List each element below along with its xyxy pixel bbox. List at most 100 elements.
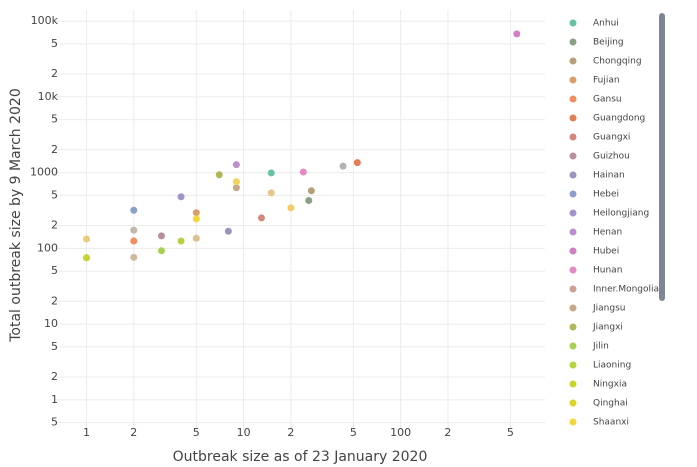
point [224, 227, 232, 235]
point [267, 169, 275, 177]
legend-label: Heilongjiang [593, 209, 649, 219]
y-tick-label: 1 [51, 393, 58, 406]
legend-label: Jiangsu [592, 304, 625, 314]
point [130, 237, 138, 245]
legend-marker [569, 95, 577, 103]
y-tick-label: 2 [51, 370, 58, 383]
legend-marker [569, 19, 577, 27]
legend-marker [569, 361, 577, 369]
legend-marker [569, 228, 577, 236]
y-tick-label: 2 [51, 294, 58, 307]
x-tick-label: 5 [193, 426, 200, 439]
point [232, 178, 240, 186]
legend-label: Inner.Mongolia [593, 285, 659, 295]
legend-marker [569, 38, 577, 46]
legend-marker [569, 171, 577, 179]
y-tick-label: 2 [51, 219, 58, 232]
x-tick-label: 10 [237, 426, 251, 439]
legend-label: Ningxia [593, 380, 627, 390]
point [287, 204, 295, 212]
point [192, 234, 200, 242]
point [339, 162, 347, 170]
point [232, 161, 240, 169]
legend-label: Anhui [593, 19, 619, 29]
legend-marker [569, 76, 577, 84]
point [83, 254, 91, 262]
x-tick-label: 5 [507, 426, 514, 439]
legend-label: Chongqing [593, 57, 642, 67]
point [130, 253, 138, 261]
legend-marker [569, 323, 577, 331]
legend-marker [569, 380, 577, 388]
x-tick-label: 5 [350, 426, 357, 439]
legend-label: Liaoning [593, 361, 631, 371]
x-tick-label: 1 [83, 426, 90, 439]
legend-marker [569, 399, 577, 407]
y-tick-label: 2 [51, 143, 58, 156]
legend-marker [569, 247, 577, 255]
legend-marker [569, 304, 577, 312]
legend-marker [569, 57, 577, 65]
legend-marker [569, 114, 577, 122]
point [353, 159, 361, 167]
y-tick-label: 100 [37, 241, 58, 254]
point [267, 189, 275, 197]
legend-label: Jiangxi [592, 323, 623, 333]
legend-label: Beijing [593, 38, 624, 48]
legend-label: Guangxi [593, 133, 630, 143]
legend-marker [569, 266, 577, 274]
legend-marker [569, 418, 577, 426]
point [299, 168, 307, 176]
legend-label: Gansu [593, 95, 622, 105]
y-tick-label: 5 [51, 37, 58, 50]
legend-label: Hebei [593, 190, 619, 200]
legend-marker [569, 190, 577, 198]
y-tick-label: 10k [38, 90, 59, 103]
legend-label: Hainan [593, 171, 625, 181]
y-tick-label: 5 [51, 416, 58, 429]
legend-marker [569, 152, 577, 160]
x-axis-title: Outbreak size as of 23 January 2020 [173, 449, 428, 465]
point [215, 171, 223, 179]
point [192, 209, 200, 217]
legend-label: Henan [593, 228, 622, 238]
point [130, 206, 138, 214]
point [83, 235, 91, 243]
point [177, 237, 185, 245]
legend-marker [569, 342, 577, 350]
x-tick-label: 100 [390, 426, 411, 439]
point [305, 197, 313, 205]
legend-scrollbar[interactable] [659, 13, 665, 301]
y-tick-label: 5 [51, 340, 58, 353]
y-tick-label: 1000 [30, 166, 58, 179]
point [513, 30, 521, 38]
legend-marker [569, 285, 577, 293]
legend-label: Jilin [592, 342, 609, 352]
y-axis-title: Total outbreak size by 9 March 2020 [8, 88, 24, 343]
legend-label: Shaanxi [593, 418, 629, 428]
legend-marker [569, 133, 577, 141]
point [232, 184, 240, 192]
x-tick-label: 2 [444, 426, 451, 439]
legend-label: Guangdong [593, 114, 645, 124]
legend-marker [569, 209, 577, 217]
legend-label: Hubei [593, 247, 619, 257]
y-tick-label: 5 [51, 113, 58, 126]
y-tick-label: 5 [51, 264, 58, 277]
x-tick-label: 2 [287, 426, 294, 439]
point [307, 187, 315, 195]
legend-label: Fujian [593, 76, 620, 86]
y-tick-label: 10 [44, 317, 58, 330]
legend-label: Hunan [593, 266, 622, 276]
point [130, 226, 138, 234]
point [157, 232, 165, 240]
point [177, 193, 185, 201]
x-tick-label: 2 [130, 426, 137, 439]
point [257, 214, 265, 222]
point [192, 215, 200, 223]
y-tick-label: 100k [31, 14, 59, 27]
legend-label: Qinghai [593, 399, 628, 409]
legend-label: Guizhou [593, 152, 630, 162]
point [157, 247, 165, 255]
